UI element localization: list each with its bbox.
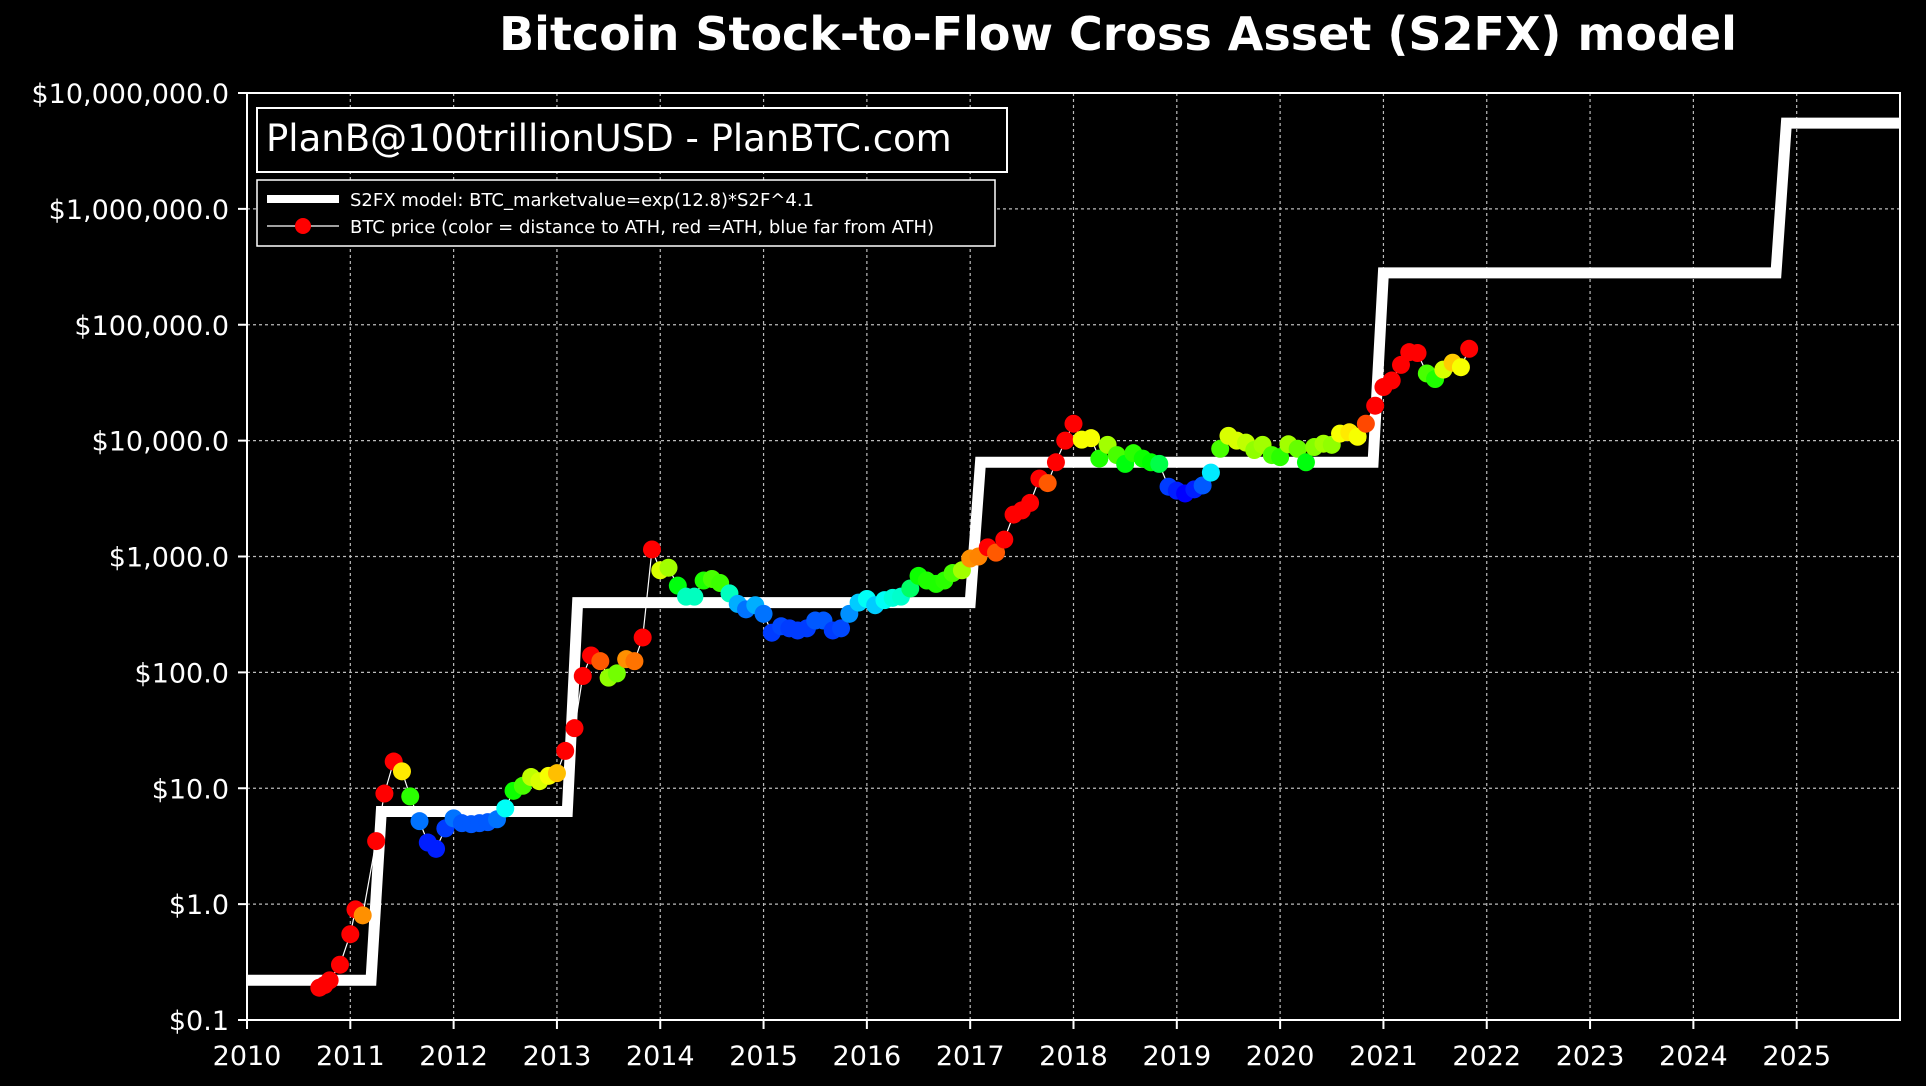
- price-point: [547, 764, 566, 783]
- price-point: [1038, 474, 1057, 493]
- axes: 2010 2011 2012 2013 2014 2015 2016 2017 2018 2019…: [31, 79, 1901, 1072]
- price-point: [1366, 396, 1385, 415]
- y-tick-label: $10,000,000.0: [31, 79, 229, 110]
- price-point: [320, 971, 339, 990]
- price-point: [1356, 414, 1375, 433]
- price-point: [1451, 358, 1470, 377]
- y-tick-label: $1,000,000.0: [49, 195, 229, 226]
- price-point: [1392, 355, 1411, 374]
- price-point: [754, 604, 773, 623]
- x-tick-label: 2022: [1452, 1041, 1521, 1072]
- price-point: [1348, 427, 1367, 446]
- price-point: [1193, 476, 1212, 495]
- price-point: [330, 955, 349, 974]
- price-point: [995, 530, 1014, 549]
- price-point: [1460, 339, 1479, 358]
- price-point: [392, 762, 411, 781]
- y-tick-label: $0.1: [169, 1006, 229, 1037]
- price-point: [375, 784, 394, 803]
- price-point: [1211, 439, 1230, 458]
- price-point: [410, 812, 429, 831]
- price-point: [659, 558, 678, 577]
- price-point: [685, 587, 704, 606]
- price-point: [1201, 463, 1220, 482]
- price-point: [353, 906, 372, 925]
- price-point: [1296, 453, 1315, 472]
- price-point: [1382, 371, 1401, 390]
- y-tick-label: $1.0: [169, 890, 229, 921]
- x-tick-label: 2021: [1349, 1041, 1418, 1072]
- price-point: [591, 652, 610, 671]
- x-tick-label: 2023: [1556, 1041, 1625, 1072]
- x-tick-label: 2014: [626, 1041, 695, 1072]
- price-point: [573, 667, 592, 686]
- price-point: [1064, 414, 1083, 433]
- price-point: [987, 543, 1006, 562]
- watermark-text: PlanB@100trillionUSD - PlanBTC.com: [266, 117, 952, 160]
- x-tick-label: 2025: [1762, 1041, 1831, 1072]
- y-tick-label: $10,000.0: [92, 427, 229, 458]
- annotations: PlanB@100trillionUSD - PlanBTC.com S2FX m…: [256, 107, 1008, 247]
- price-point: [1021, 493, 1040, 512]
- price-series: [310, 339, 1479, 997]
- price-point: [1408, 344, 1427, 363]
- chart-title: Bitcoin Stock-to-Flow Cross Asset (S2FX)…: [499, 7, 1737, 61]
- legend-price-marker: [295, 218, 311, 234]
- price-point: [1082, 429, 1101, 448]
- price-point: [427, 839, 446, 858]
- legend-box: [256, 179, 996, 247]
- plot-frame: [246, 92, 1901, 1021]
- price-point: [832, 619, 851, 638]
- legend-model-label: S2FX model: BTC_marketvalue=exp(12.8)*S2…: [350, 190, 814, 211]
- x-tick-label: 2012: [419, 1041, 488, 1072]
- x-tick-label: 2011: [316, 1041, 385, 1072]
- price-point: [642, 540, 661, 559]
- x-tick-label: 2020: [1246, 1041, 1315, 1072]
- price-point: [556, 741, 575, 760]
- price-point: [565, 719, 584, 738]
- price-point: [607, 664, 626, 683]
- price-point: [496, 799, 515, 818]
- x-tick-label: 2018: [1039, 1041, 1108, 1072]
- y-tick-label: $10.0: [152, 774, 229, 805]
- price-point: [1288, 439, 1307, 458]
- price-point: [1150, 454, 1169, 473]
- y-tick-label: $1,000.0: [109, 543, 229, 574]
- legend-price-label: BTC price (color = distance to ATH, red …: [350, 217, 934, 238]
- x-tick-label: 2024: [1659, 1041, 1728, 1072]
- price-point: [1046, 453, 1065, 472]
- price-point: [401, 787, 420, 806]
- y-tick-label: $100.0: [135, 658, 229, 689]
- price-point: [341, 925, 360, 944]
- x-tick-label: 2013: [523, 1041, 592, 1072]
- price-point: [625, 652, 644, 671]
- price-point: [1271, 448, 1290, 467]
- x-tick-label: 2010: [213, 1041, 282, 1072]
- x-tick-label: 2015: [729, 1041, 798, 1072]
- x-tick-label: 2019: [1142, 1041, 1211, 1072]
- price-point: [367, 832, 386, 851]
- price-point: [1090, 449, 1109, 468]
- price-point: [1056, 431, 1075, 450]
- price-point: [633, 628, 652, 647]
- watermark-box: [256, 107, 1008, 173]
- y-tick-label: $100,000.0: [74, 311, 229, 342]
- x-tick-label: 2016: [833, 1041, 902, 1072]
- x-tick-label: 2017: [936, 1041, 1005, 1072]
